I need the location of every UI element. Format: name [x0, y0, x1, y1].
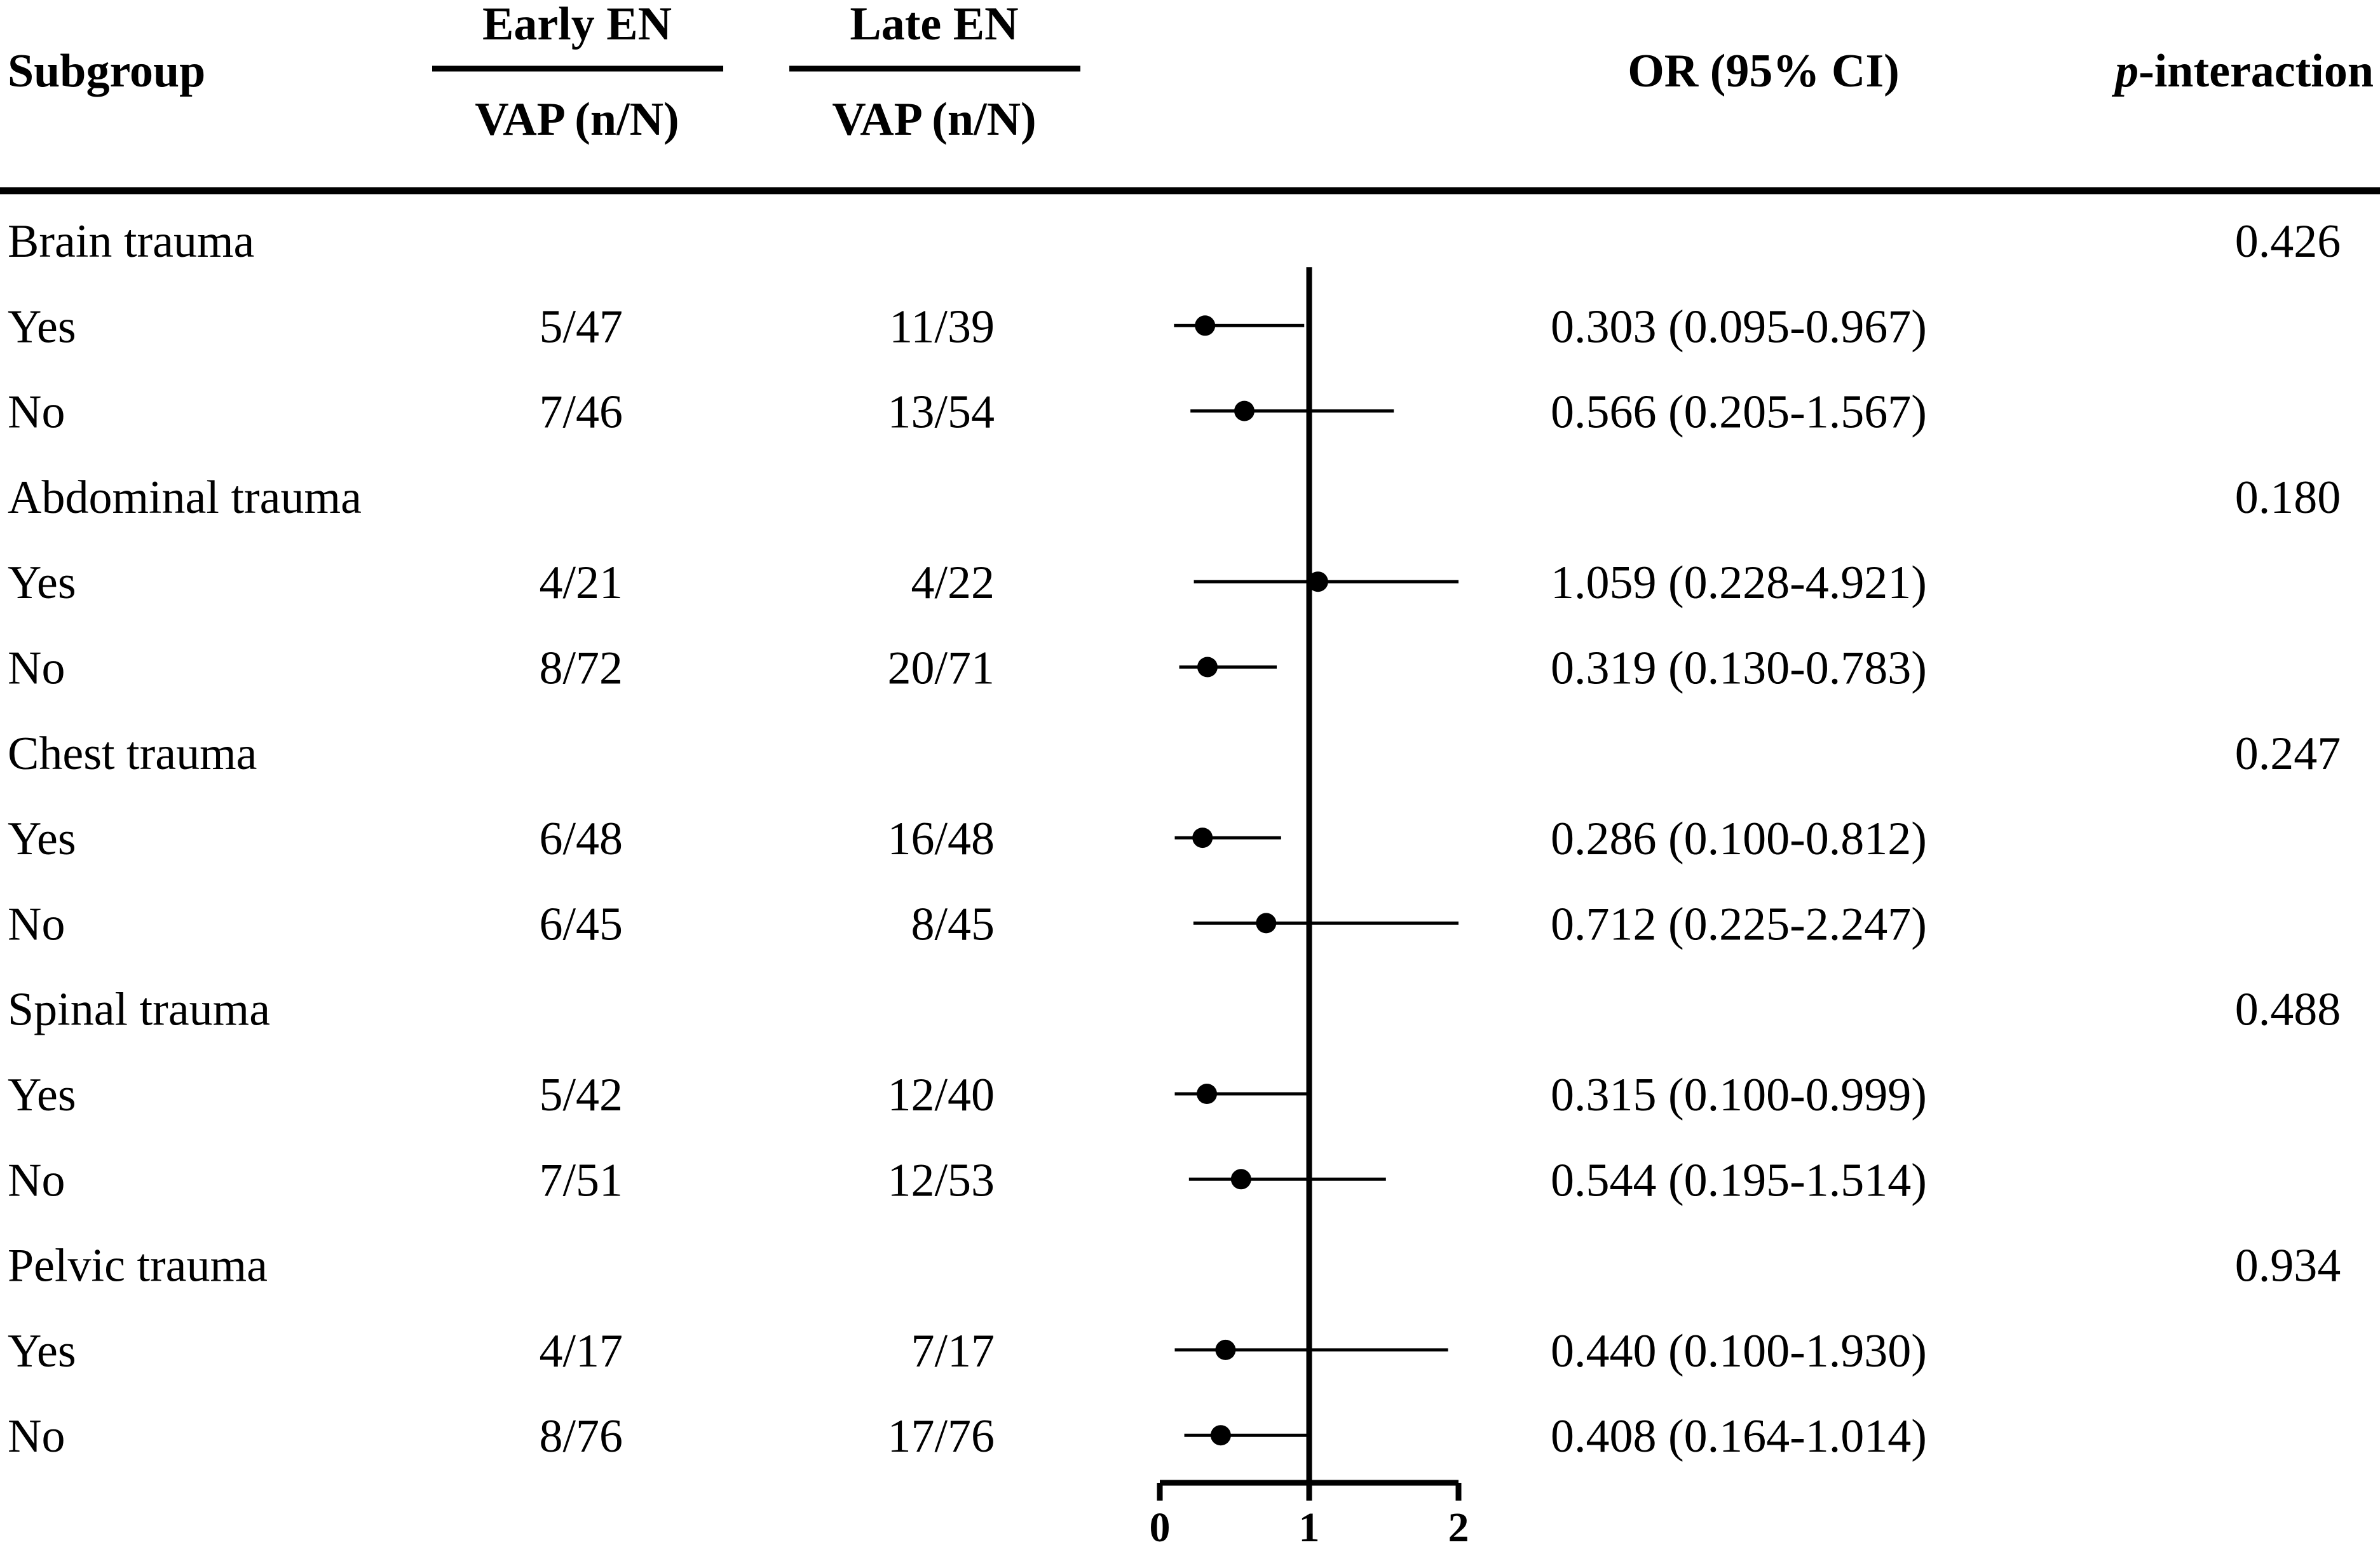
or-ci-value: 0.544 (0.195-1.514)	[1551, 1154, 1927, 1206]
table-row: Yes 4/21 4/22 1.059 (0.228-4.921)	[8, 557, 1927, 609]
early-en-vap: 5/42	[539, 1069, 623, 1121]
table-row: No 8/76 17/76 0.408 (0.164-1.014)	[8, 1410, 1927, 1462]
late-en-vap: 13/54	[887, 386, 995, 439]
subgroup-label: Chest trauma	[8, 728, 257, 780]
row-label: No	[8, 1154, 65, 1206]
row-label: Yes	[8, 1325, 76, 1377]
or-point	[1197, 657, 1218, 678]
p-interaction-value: 0.180	[2235, 472, 2341, 524]
or-point	[1210, 1425, 1231, 1446]
or-ci-value: 0.566 (0.205-1.567)	[1551, 386, 1927, 439]
row-label: No	[8, 386, 65, 439]
forest-plot-area: 0 1 2	[1150, 267, 1469, 1547]
or-ci-value: 0.315 (0.100-0.999)	[1551, 1069, 1927, 1121]
header-subgroup: Subgroup	[8, 45, 205, 97]
x-tick-label: 0	[1150, 1504, 1171, 1544]
late-en-vap: 4/22	[911, 557, 995, 609]
x-tick-label: 1	[1299, 1504, 1320, 1544]
or-ci-value: 0.408 (0.164-1.014)	[1551, 1410, 1927, 1462]
header-late-en: Late EN	[850, 0, 1018, 50]
or-ci-value: 0.712 (0.225-2.247)	[1551, 898, 1927, 950]
subgroup-heading-row: Abdominal trauma 0.180	[8, 472, 2341, 524]
row-label: Yes	[8, 813, 76, 865]
table-row: Yes 6/48 16/48 0.286 (0.100-0.812)	[8, 813, 1927, 865]
table-row: No 8/72 20/71 0.319 (0.130-0.783)	[8, 643, 1927, 695]
or-ci-value: 1.059 (0.228-4.921)	[1551, 557, 1927, 609]
header-late-vap: VAP (n/N)	[832, 93, 1036, 146]
or-point	[1215, 1339, 1236, 1360]
header-p-interaction: p-interaction	[2111, 45, 2374, 97]
header-or-ci: OR (95% CI)	[1628, 45, 1900, 97]
or-point	[1192, 828, 1213, 848]
p-interaction-value: 0.488	[2235, 984, 2341, 1036]
x-tick-label: 2	[1448, 1504, 1469, 1544]
row-label: Yes	[8, 557, 76, 609]
header-early-en: Early EN	[482, 0, 672, 50]
late-en-vap: 12/40	[887, 1069, 995, 1121]
early-en-vap: 6/45	[539, 898, 623, 950]
early-en-vap: 5/47	[539, 301, 623, 353]
early-en-vap: 4/17	[539, 1325, 623, 1377]
table-row: No 7/51 12/53 0.544 (0.195-1.514)	[8, 1154, 1927, 1206]
p-interaction-value: 0.934	[2235, 1240, 2341, 1292]
row-label: No	[8, 1410, 65, 1462]
early-en-vap: 6/48	[539, 813, 623, 865]
subgroup-heading-row: Spinal trauma 0.488	[8, 984, 2341, 1036]
table-row: No 6/45 8/45 0.712 (0.225-2.247)	[8, 898, 1927, 950]
or-point	[1307, 571, 1328, 592]
early-en-vap: 4/21	[539, 557, 623, 609]
or-point	[1230, 1169, 1251, 1190]
row-label: No	[8, 643, 65, 695]
p-interaction-value: 0.247	[2235, 728, 2341, 780]
late-en-vap: 8/45	[911, 898, 995, 950]
subgroup-label: Brain trauma	[8, 215, 254, 268]
late-en-vap: 17/76	[887, 1410, 995, 1462]
or-ci-value: 0.440 (0.100-1.930)	[1551, 1325, 1927, 1377]
late-en-vap: 16/48	[887, 813, 995, 865]
or-point	[1234, 400, 1255, 421]
p-interaction-value: 0.426	[2235, 215, 2341, 268]
header-p-italic: p	[2111, 45, 2139, 97]
subgroup-label: Abdominal trauma	[8, 472, 362, 524]
subgroup-label: Pelvic trauma	[8, 1240, 268, 1292]
early-en-vap: 8/72	[539, 643, 623, 695]
table-row: Yes 5/42 12/40 0.315 (0.100-0.999)	[8, 1069, 1927, 1121]
late-en-vap: 12/53	[887, 1154, 995, 1206]
row-label: Yes	[8, 301, 76, 353]
subgroup-heading-row: Pelvic trauma 0.934	[8, 1240, 2341, 1292]
late-en-vap: 20/71	[887, 643, 995, 695]
or-ci-value: 0.303 (0.095-0.967)	[1551, 301, 1927, 353]
early-en-vap: 8/76	[539, 1410, 623, 1462]
row-label: Yes	[8, 1069, 76, 1121]
subgroup-heading-row: Chest trauma 0.247	[8, 728, 2341, 780]
or-point	[1256, 913, 1277, 934]
late-en-vap: 11/39	[889, 301, 995, 353]
subgroup-heading-row: Brain trauma 0.426	[8, 215, 2341, 268]
table-row: No 7/46 13/54 0.566 (0.205-1.567)	[8, 386, 1927, 439]
or-point	[1195, 315, 1216, 336]
or-point	[1197, 1084, 1218, 1104]
table-row: Yes 4/17 7/17 0.440 (0.100-1.930)	[8, 1325, 1927, 1377]
header-p-rest: -interaction	[2139, 45, 2374, 97]
table-row: Yes 5/47 11/39 0.303 (0.095-0.967)	[8, 301, 1927, 353]
early-en-vap: 7/51	[539, 1154, 623, 1206]
table-rows: Brain trauma 0.426 Yes 5/47 11/39 0.303 (0.09…	[8, 215, 2341, 1462]
subgroup-label: Spinal trauma	[8, 984, 270, 1036]
or-ci-value: 0.319 (0.130-0.783)	[1551, 643, 1927, 695]
row-label: No	[8, 898, 65, 950]
late-en-vap: 7/17	[911, 1325, 995, 1377]
header-early-vap: VAP (n/N)	[475, 93, 679, 146]
early-en-vap: 7/46	[539, 386, 623, 439]
or-ci-value: 0.286 (0.100-0.812)	[1551, 813, 1927, 865]
